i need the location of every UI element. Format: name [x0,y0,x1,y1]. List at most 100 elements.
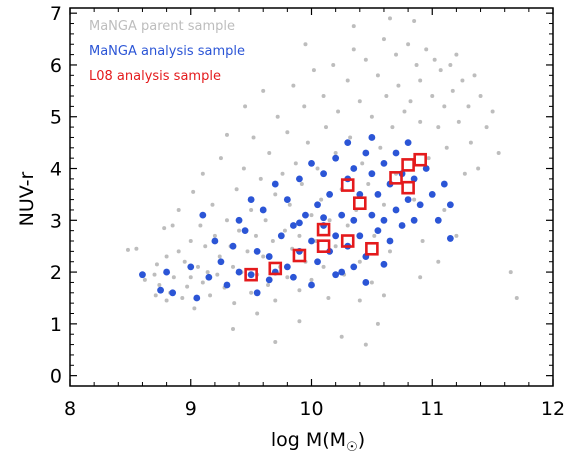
data-point [319,197,324,202]
y-tick-label: 3 [50,210,62,232]
data-point [229,242,237,250]
data-point [446,235,454,242]
data-point [237,228,242,233]
data-point [234,187,239,192]
data-point [211,237,219,245]
data-point [418,78,423,83]
data-point [253,233,258,238]
data-point [244,267,258,282]
data-point [368,134,376,141]
data-point [289,222,297,229]
data-point [430,94,435,99]
data-point [338,268,346,276]
data-point [387,249,392,254]
data-point [263,218,268,223]
data-point [380,216,388,224]
data-point [180,295,185,300]
data-point [424,47,429,52]
data-point [249,290,254,295]
data-point [381,293,386,298]
data-point [454,52,459,57]
data-point [360,161,365,166]
data-point [416,201,424,209]
data-point [296,219,303,227]
y-tick-label: 6 [50,55,62,77]
data-point [436,125,441,130]
data-point [401,180,415,195]
data-point [476,166,481,171]
data-point [356,232,364,240]
data-point [344,139,352,147]
data-point [368,170,376,178]
data-point [249,207,254,212]
data-point [280,171,285,176]
x-axis-label-close: ) [358,429,365,451]
data-point [283,196,291,203]
data-point [375,73,380,78]
data-point [413,152,427,167]
data-point [412,197,417,202]
data-point [380,260,388,268]
data-point [418,119,423,124]
data-point [188,275,193,280]
data-point [434,216,442,224]
data-point [188,239,193,244]
data-point [273,339,278,344]
data-point [193,294,201,302]
data-point [314,258,321,266]
data-point [303,42,308,47]
data-point [308,237,315,245]
data-point [258,176,263,181]
data-point [302,211,309,219]
x-axis-label-main: log M(M [271,429,346,451]
data-point [450,88,455,93]
l08-sample-points [244,152,427,282]
data-point [414,62,419,67]
data-point [241,227,249,235]
data-point [154,262,159,267]
x-tick-label: 8 [64,398,76,420]
data-point [212,233,217,238]
data-point [261,88,266,93]
data-point [326,191,334,198]
data-point [356,191,364,198]
data-point [266,283,271,288]
data-point [401,158,415,172]
data-point [270,239,275,244]
data-point [171,275,176,280]
data-point [187,263,195,271]
data-point [387,16,392,21]
data-point [311,68,316,73]
data-point [381,202,386,207]
data-point [142,277,147,282]
data-point [283,263,291,271]
data-point [182,259,187,264]
data-point [365,241,379,256]
data-point [323,125,328,130]
data-point [287,202,292,207]
data-point [362,279,370,286]
data-point [332,271,340,279]
data-point [375,321,380,326]
data-point [293,161,298,166]
data-point [369,114,374,119]
x-axis-label: log M(M☉) [271,429,365,454]
data-point [406,42,411,47]
data-point [320,214,327,222]
data-point [302,104,307,109]
data-point [372,233,377,238]
data-point [384,94,389,99]
x-tick-label: 12 [541,398,565,420]
data-point [368,211,376,219]
data-point [363,57,368,62]
data-point [460,78,465,83]
data-point [456,119,461,124]
data-point [340,178,355,192]
data-point [297,319,302,324]
data-point [164,254,169,259]
x-axis-label-sub: ☉ [346,440,358,454]
data-point [412,18,417,23]
data-point [210,202,215,207]
data-point [380,159,388,167]
data-point [374,191,382,198]
